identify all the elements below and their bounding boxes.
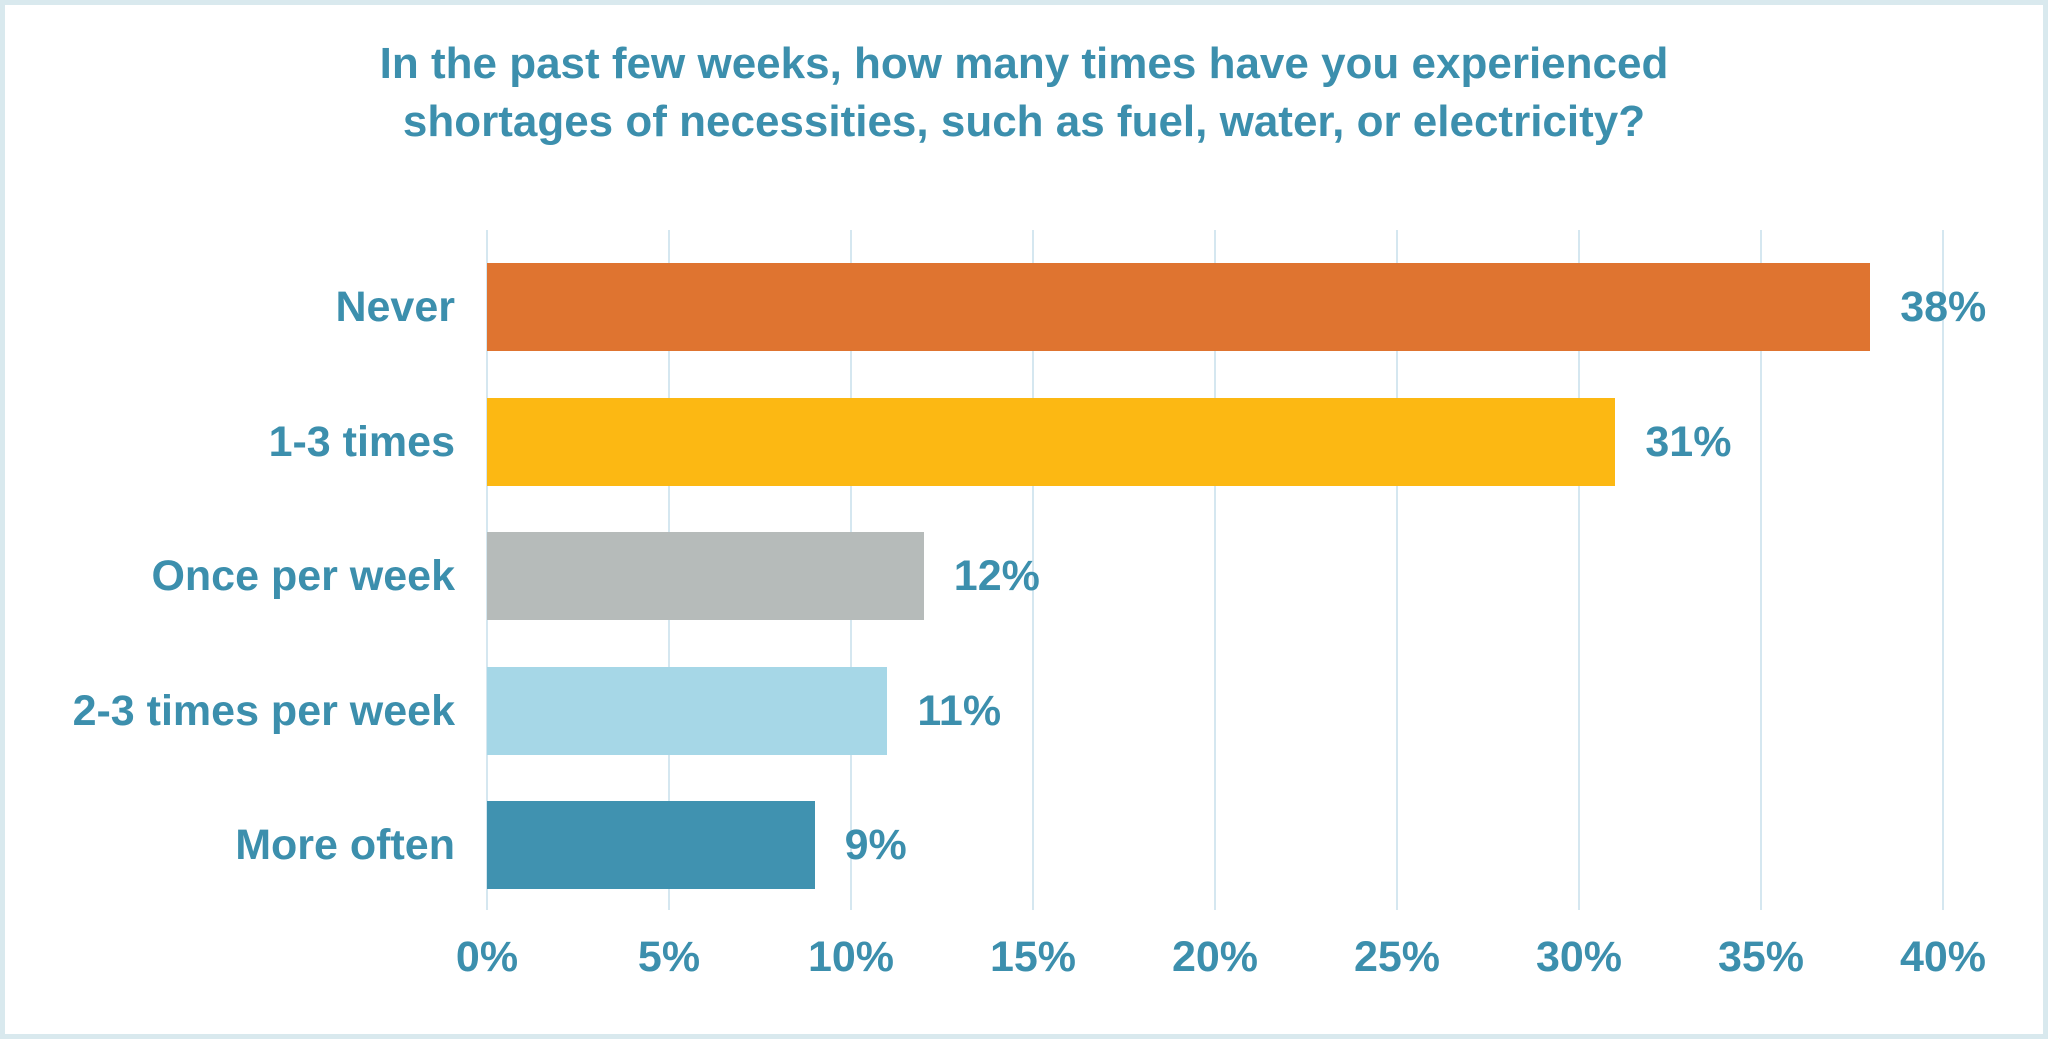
bar-row-more-often: More often 9%: [235, 801, 1943, 889]
plot-area: Never 38% 1-3 times 31% Once per week 12% 2-3 …: [73, 230, 1986, 910]
x-tick-label-25: 25%: [1353, 933, 1441, 981]
x-tick-label-20: 20%: [1171, 933, 1259, 981]
gridline-25: [1396, 230, 1398, 910]
chart-title: In the past few weeks, how many times ha…: [5, 35, 2043, 151]
category-label-once-per-week: Once per week: [151, 552, 455, 600]
bar-row-1-3-times: 1-3 times 31%: [269, 397, 1943, 486]
bar-row-never: Never 38%: [335, 263, 1986, 351]
gridline-30: [1578, 230, 1580, 910]
bar-never: [487, 263, 1871, 351]
bar-more-often: [487, 801, 815, 889]
x-tick-label-5: 5%: [637, 933, 701, 981]
x-axis: 0% 5% 10% 15% 20% 25% 30% 35% 40%: [456, 933, 1986, 1003]
value-label-once-per-week: 12%: [953, 552, 1040, 600]
bar-1-3-times: [487, 397, 1616, 486]
gridline-15: [1032, 230, 1034, 910]
value-label-2-3-times-per-week: 11%: [917, 686, 1002, 735]
x-tick-label-35: 35%: [1717, 933, 1805, 981]
value-label-1-3-times: 31%: [1645, 417, 1732, 466]
chart-title-line-2: shortages of necessities, such as fuel, …: [402, 97, 1646, 146]
x-tick-label-0: 0%: [455, 933, 519, 981]
gridline-35: [1760, 230, 1762, 910]
category-label-never: Never: [335, 283, 455, 331]
chart-title-line-1: In the past few weeks, how many times ha…: [379, 39, 1669, 88]
bar-row-once-per-week: Once per week 12%: [151, 532, 1943, 620]
bar-once-per-week: [487, 532, 924, 620]
category-label-2-3-times-per-week: 2-3 times per week: [72, 686, 455, 735]
category-label-more-often: More often: [235, 821, 455, 869]
x-tick-label-10: 10%: [807, 933, 895, 981]
x-tick-label-15: 15%: [989, 933, 1077, 981]
x-tick-label-30: 30%: [1535, 933, 1623, 981]
x-tick-label-40: 40%: [1899, 933, 1987, 981]
value-label-never: 38%: [1900, 283, 1987, 331]
bar-row-2-3-times-per-week: 2-3 times per week 11%: [73, 666, 1943, 755]
gridline-40: [1942, 230, 1944, 910]
category-label-1-3-times: 1-3 times: [268, 417, 455, 466]
value-label-more-often: 9%: [844, 821, 907, 869]
gridline-20: [1214, 230, 1216, 910]
bar-2-3-times-per-week: [487, 666, 888, 755]
